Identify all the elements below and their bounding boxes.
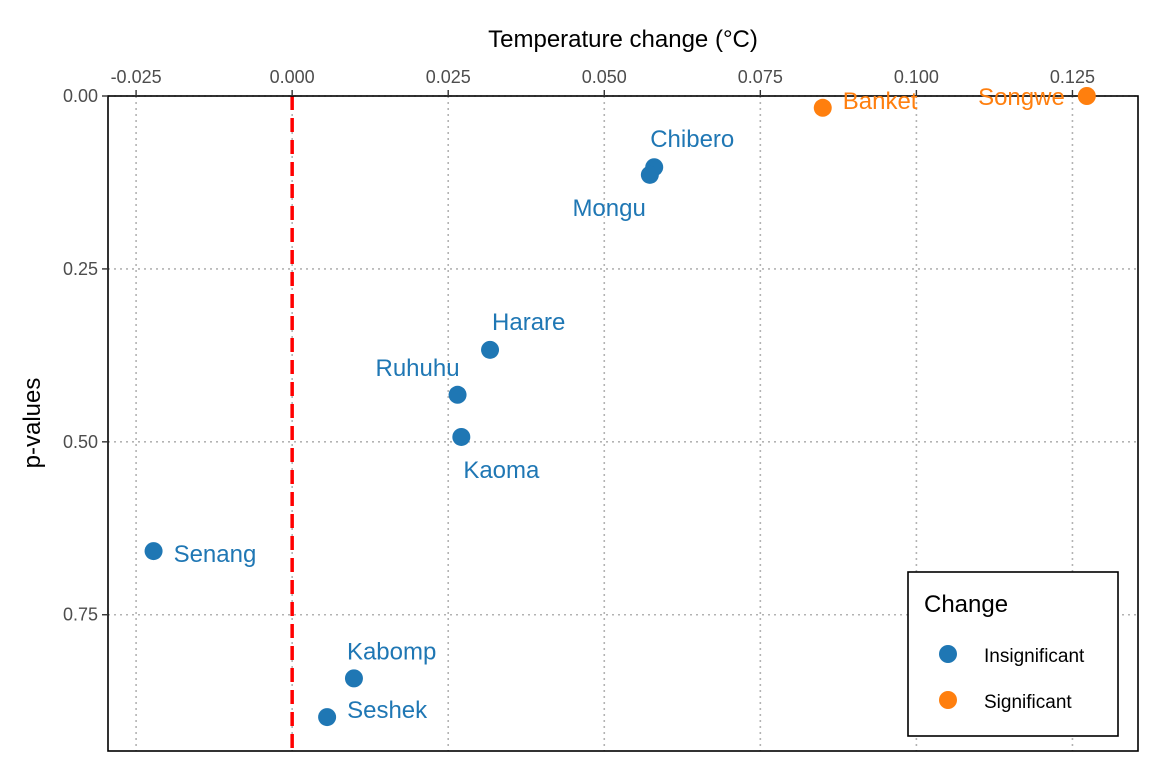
x-tick-label: 0.075	[738, 67, 783, 87]
legend-title: Change	[924, 591, 1008, 618]
legend-label-significant: Significant	[984, 692, 1072, 713]
point-senang	[144, 542, 163, 561]
x-tick-label: 0.050	[582, 67, 627, 87]
plot-panel-border	[107, 95, 1139, 752]
point-seshek	[318, 708, 337, 727]
x-tick-label: -0.025	[111, 67, 162, 87]
y-tick-label: 0.25	[63, 259, 98, 279]
y-axis-ticks: 0.00 0.25 0.50 0.75	[63, 86, 108, 625]
legend-key-insignificant	[939, 645, 957, 663]
point-ruhuhu	[448, 385, 467, 404]
point-banket	[813, 98, 832, 117]
point-label-kabomp: Kabomp	[347, 638, 436, 665]
point-mongu	[640, 165, 659, 184]
y-axis-title: p-values	[19, 378, 46, 469]
point-label-seshek: Seshek	[347, 697, 428, 724]
point-label-chibero: Chibero	[650, 126, 734, 153]
point-kaoma	[452, 427, 471, 446]
x-axis-title: Temperature change (°C)	[488, 26, 758, 53]
y-tick-label: 0.00	[63, 86, 98, 106]
y-tick-label: 0.75	[63, 605, 98, 625]
point-labels: Songwe Banket Chibero Mongu Harare Ruhuhu Kaom…	[174, 84, 1065, 724]
legend: Change Insignificant Significant	[907, 571, 1119, 737]
data-points	[144, 87, 1096, 727]
point-songwe	[1077, 87, 1096, 105]
point-harare	[481, 340, 500, 359]
y-tick-label: 0.50	[63, 432, 98, 452]
point-label-harare: Harare	[492, 309, 565, 336]
x-tick-label: 0.125	[1050, 67, 1095, 87]
point-label-senang: Senang	[174, 541, 257, 568]
point-label-banket: Banket	[843, 88, 918, 115]
x-tick-label: 0.100	[894, 67, 939, 87]
x-tick-label: 0.000	[270, 67, 315, 87]
x-tick-label: 0.025	[426, 67, 471, 87]
x-axis-ticks: -0.025 0.000 0.025 0.050 0.075 0.100 0.125	[111, 67, 1095, 96]
point-label-songwe: Songwe	[978, 84, 1065, 111]
legend-label-insignificant: Insignificant	[984, 646, 1085, 667]
point-label-kaoma: Kaoma	[463, 457, 540, 484]
point-kabomp	[344, 669, 363, 688]
point-label-ruhuhu: Ruhuhu	[375, 355, 459, 382]
legend-key-significant	[939, 691, 957, 709]
point-label-mongu: Mongu	[572, 195, 645, 222]
